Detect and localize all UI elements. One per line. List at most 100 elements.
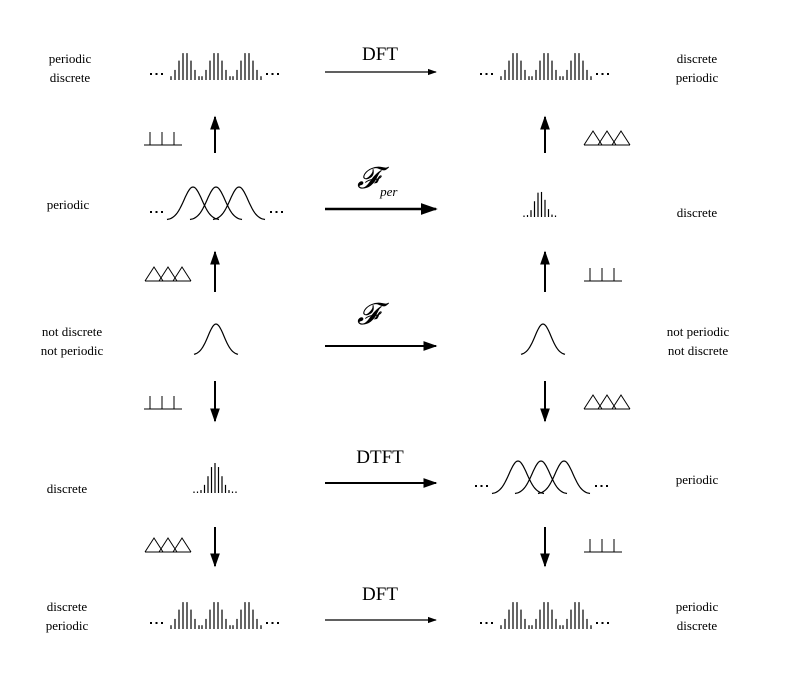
stem-cluster [201,53,231,80]
sampling-comb-icon-right-2 [584,539,622,553]
dot [596,73,598,75]
dot [480,622,482,624]
bell-curve [491,460,545,495]
right-ellipsis [595,485,608,487]
bell-curve [166,186,220,221]
dot [155,211,158,213]
stem-cluster [562,602,592,629]
dot [161,622,163,624]
dot [271,73,274,75]
dot [480,485,483,487]
dot [150,622,152,624]
transform-label-fourier-periodic: 𝓕per [357,161,398,199]
stem-cluster [531,53,561,80]
discrete-signal-left [193,463,237,493]
dot [601,622,604,624]
triangle [583,130,603,146]
dot [281,211,283,213]
operation-icons-layer [144,130,631,553]
periodic-discrete-signal-top-left [150,53,279,80]
dot [485,622,488,624]
discrete-spectrum-right [523,191,557,217]
dot [155,622,158,624]
periodization-triangles-icon-left-1 [144,266,192,282]
triangle [158,537,178,553]
fourier-script-symbol: 𝓕 [357,297,380,332]
stem-cluster [531,602,561,629]
right-ellipsis [270,211,283,213]
triangle [158,266,178,282]
stem-cluster [201,602,231,629]
continuous-spectrum-right [520,323,566,355]
triangle [144,537,164,553]
fourier-script-symbol: 𝓕 [357,161,380,196]
row5-right-label: periodic discrete [675,599,719,633]
triangle [597,394,617,410]
stem-cluster [232,53,262,80]
row4-left-label: discrete [46,481,88,496]
dot [161,211,163,213]
right-ellipsis [596,622,609,624]
row1-left-label: periodic discrete [48,51,92,85]
dot [600,485,603,487]
right-ellipsis [596,73,609,75]
stem-cluster [170,602,200,629]
discrete-periodic-signal-bottom-left [150,602,279,629]
left-ellipsis [475,485,488,487]
dot [277,622,279,624]
dot [595,485,597,487]
stem-cluster [232,602,262,629]
bell-curve [514,460,568,495]
periodic-spectrum-right [475,460,608,495]
right-ellipsis [266,622,279,624]
fourier-subscript: per [380,184,398,199]
arrows-layer [210,68,550,624]
stem-cluster [500,602,530,629]
left-ellipsis [150,73,163,75]
row2-left-label: periodic [46,197,90,212]
dot [161,73,163,75]
row3-left-label: not discrete not periodic [40,324,104,358]
dot [607,73,609,75]
triangle [144,266,164,282]
dot [155,73,158,75]
transform-label-dft-bottom: DFT [362,584,398,605]
triangle [611,130,631,146]
bell-curve [212,186,266,221]
periodic-signal-left [150,186,283,221]
dot [270,211,272,213]
left-ellipsis [480,622,493,624]
sampling-comb-icon-left-2 [144,396,182,410]
dot [607,622,609,624]
dot [485,73,488,75]
periodization-triangles-icon-left-2 [144,537,192,553]
dot [601,73,604,75]
triangle [583,394,603,410]
dot [277,73,279,75]
dot [271,622,274,624]
triangle [172,537,192,553]
dot [491,622,493,624]
signals-layer [150,53,609,629]
dot [596,622,598,624]
transform-label-fourier: 𝓕 [357,297,379,332]
triangle [597,130,617,146]
row1-right-label: discrete periodic [675,51,719,85]
right-ellipsis [266,73,279,75]
transform-label-dft-top: DFT [362,44,398,65]
bell-curve [189,186,243,221]
dot [480,73,482,75]
dot [150,211,152,213]
continuous-signal-left [193,323,239,355]
bell-curve [537,460,591,495]
triangle [172,266,192,282]
left-ellipsis [480,73,493,75]
transform-label-dtft: DTFT [356,447,404,468]
dot [266,622,268,624]
stem-cluster [562,53,592,80]
periodic-discrete-signal-top-right [480,53,609,80]
periodic-discrete-signal-bottom-right [480,602,609,629]
dot [475,485,477,487]
row5-left-label: discrete periodic [45,599,89,633]
